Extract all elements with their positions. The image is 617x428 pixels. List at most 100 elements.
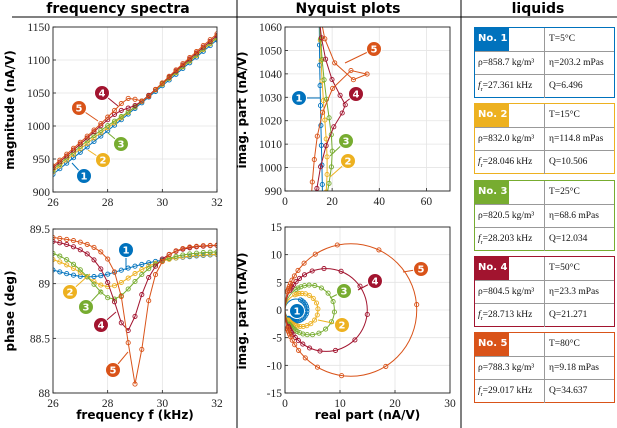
- callout-badge: [71, 100, 87, 116]
- data-point: [166, 73, 172, 79]
- data-point: [330, 299, 336, 305]
- data-point: [315, 259, 319, 263]
- data-point: [292, 342, 298, 348]
- fr-symbol: f: [478, 157, 481, 167]
- y-tick-label: 89: [39, 279, 51, 291]
- x-tick-label: 30: [157, 398, 169, 410]
- y-tick-label: 950: [33, 154, 51, 166]
- liquid-card-1: No. 1 T=5°C ρ=858.7 kg/m³ η=203.2 mPas fr=27…: [474, 27, 615, 98]
- data-point: [303, 303, 309, 309]
- data-point: [77, 149, 83, 155]
- data-point: [296, 347, 302, 353]
- resonance-frequency: fr=28.046 kHz: [475, 151, 545, 174]
- data-point: [323, 143, 329, 149]
- callout-number: 3: [83, 303, 90, 314]
- data-point: [323, 96, 330, 102]
- fr-subscript: r: [480, 162, 483, 169]
- data-point: [323, 326, 329, 332]
- quality-factor: Q=10.506: [549, 157, 588, 167]
- data-point: [331, 124, 337, 130]
- data-point: [334, 242, 340, 248]
- data-point: [125, 105, 131, 111]
- viscosity: η=68.6 mPas: [549, 211, 599, 221]
- axes-frame: [284, 26, 451, 192]
- data-point: [200, 42, 206, 49]
- data-point: [322, 36, 328, 42]
- data-point: [91, 244, 97, 250]
- data-point: [84, 251, 90, 257]
- data-point: [339, 373, 345, 379]
- data-point: [313, 300, 320, 306]
- callout-number: 4: [98, 321, 105, 332]
- callout-number: 1: [294, 307, 301, 318]
- data-point: [323, 208, 327, 212]
- series-liquid-2: [285, 290, 321, 330]
- temperature: T=15°C: [549, 110, 580, 120]
- data-point: [300, 323, 306, 330]
- row-density: ρ=804.5 kg/m³ η=23.3 mPas: [475, 280, 614, 304]
- row-density: ρ=858.7 kg/m³ η=203.2 mPas: [475, 51, 614, 75]
- data-point: [328, 164, 334, 170]
- data-point: [105, 128, 111, 134]
- resonance-frequency: fr=28.203 kHz: [475, 228, 545, 251]
- data-point: [326, 180, 332, 186]
- density: ρ=858.7 kg/m³: [475, 52, 545, 75]
- data-point: [132, 96, 138, 102]
- callout-badge: [291, 90, 307, 106]
- series-line: [53, 237, 217, 385]
- data-point: [321, 221, 325, 225]
- row-header: No. 1 T=5°C: [475, 28, 614, 51]
- data-point: [193, 49, 200, 55]
- data-point: [64, 241, 70, 248]
- data-point: [118, 267, 124, 273]
- data-point: [84, 241, 90, 247]
- data-point: [193, 250, 200, 256]
- callout-liquid-4: 4: [357, 273, 383, 291]
- data-point: [132, 313, 138, 319]
- data-point: [313, 328, 317, 332]
- data-point: [57, 259, 63, 265]
- data-point: [139, 292, 145, 298]
- data-point: [297, 330, 303, 336]
- x-tick-label: 26: [47, 398, 59, 410]
- axes-frame: [284, 226, 451, 394]
- data-point: [332, 60, 338, 66]
- series-line: [53, 241, 217, 332]
- data-point: [57, 269, 63, 275]
- y-tick-label: 88: [39, 388, 51, 400]
- fr-symbol: f: [478, 234, 481, 244]
- y-tick-label: -15: [267, 388, 283, 400]
- callout-liquid-4: 4: [342, 86, 364, 105]
- data-point: [318, 18, 322, 22]
- data-point: [207, 249, 213, 255]
- data-point: [296, 275, 303, 281]
- data-point: [139, 266, 145, 273]
- data-point: [146, 274, 152, 281]
- y-tick-label: 10: [271, 250, 283, 262]
- data-point: [64, 262, 70, 268]
- callout-number: 1: [123, 246, 130, 257]
- row-header: No. 4 T=50°C: [475, 257, 614, 280]
- data-point: [98, 133, 104, 139]
- data-point: [320, 109, 326, 115]
- data-point: [315, 306, 321, 312]
- series-line: [53, 254, 217, 278]
- y-tick-label: 5: [276, 277, 282, 289]
- data-point: [314, 279, 318, 283]
- data-point: [70, 261, 77, 267]
- temperature: T=25°C: [549, 187, 580, 197]
- y-tick-label: -10: [267, 360, 283, 372]
- data-point: [325, 290, 331, 296]
- series-liquid-5: [309, 27, 370, 191]
- liquid-number-badge: No. 4: [475, 257, 509, 280]
- data-point: [338, 268, 344, 274]
- liquid-number-badge: No. 1: [475, 28, 509, 51]
- data-point: [64, 236, 70, 242]
- x-tick-label: 20: [326, 196, 338, 208]
- data-point: [139, 261, 145, 267]
- liquid-card-3: No. 3 T=25°C ρ=820.5 kg/m³ η=68.6 mPas fr=28…: [474, 180, 615, 251]
- row-resonance: fr=27.361 kHz Q=6.496: [475, 74, 614, 98]
- cell-badge: No. 5: [475, 333, 545, 356]
- data-point: [125, 275, 131, 281]
- data-point: [317, 348, 323, 354]
